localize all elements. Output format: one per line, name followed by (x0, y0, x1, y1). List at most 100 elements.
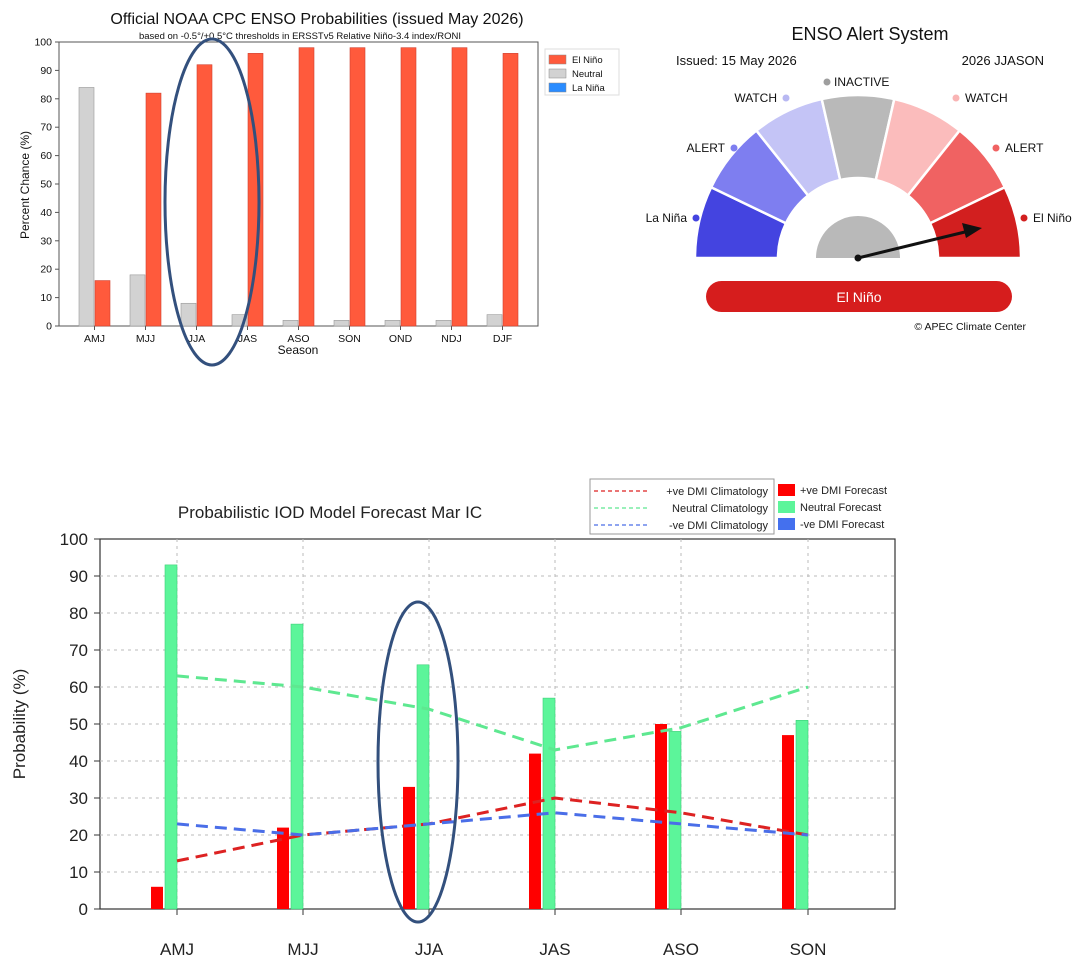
y-tick-label: 40 (40, 207, 52, 219)
legend-label: Neutral Forecast (800, 502, 881, 514)
bar-neutral (416, 664, 430, 910)
iod-forecast-svg: Probabilistic IOD Model Forecast Mar IC … (10, 478, 896, 959)
x-tick-label: AMJ (84, 333, 105, 345)
bar-neutral (180, 302, 197, 327)
x-axis-label: Season (278, 343, 319, 357)
legend-swatch (778, 518, 795, 530)
bar-positive-dmi (151, 886, 163, 909)
bar-el-nino (145, 92, 162, 327)
bar-neutral (384, 320, 401, 327)
segment-label: ALERT (687, 141, 726, 155)
legend-label: El Niño (572, 55, 603, 66)
x-tick-label: ASO (663, 940, 699, 959)
issued-date: Issued: 15 May 2026 (676, 53, 797, 68)
segment-label: El Niño (1033, 211, 1072, 225)
chart-title: Probabilistic IOD Model Forecast Mar IC (178, 503, 482, 522)
segment-label: La Niña (646, 211, 688, 225)
x-tick-label: MJJ (136, 333, 155, 345)
y-tick-label: 20 (40, 264, 52, 276)
y-tick-label: 100 (34, 37, 52, 49)
legend-label: +ve DMI Climatology (666, 486, 768, 498)
y-axis-label: Percent Chance (%) (18, 131, 32, 239)
y-tick-label: 60 (40, 150, 52, 162)
credit-text: © APEC Climate Center (914, 321, 1026, 333)
enso-probability-svg: Official NOAA CPC ENSO Probabilities (is… (18, 11, 620, 367)
gauge-needle (857, 229, 970, 260)
y-tick-label: 10 (69, 863, 88, 882)
bar-positive-dmi (655, 724, 667, 909)
bar-positive-dmi (529, 753, 541, 909)
segment-dot (992, 144, 1000, 152)
bar-neutral (542, 697, 556, 910)
legend-swatch (778, 501, 795, 513)
x-tick-label: OND (389, 333, 413, 345)
segment-label: ALERT (1005, 141, 1044, 155)
bar-positive-dmi (782, 735, 794, 909)
y-tick-label: 50 (69, 715, 88, 734)
bar-el-nino (196, 64, 213, 327)
segment-dot (692, 214, 700, 222)
bar-el-nino (502, 53, 519, 327)
bar-neutral (333, 320, 350, 327)
bar-positive-dmi (277, 827, 289, 909)
legend-swatch (778, 484, 795, 496)
y-tick-label: 40 (69, 752, 88, 771)
legend-label: +ve DMI Forecast (800, 485, 887, 497)
forecast-season: 2026 JJASON (962, 53, 1044, 68)
y-tick-label: 90 (69, 567, 88, 586)
bar-neutral (231, 314, 248, 327)
x-tick-label: JAS (238, 333, 257, 345)
legend-label: -ve DMI Climatology (669, 520, 769, 532)
x-tick-label: JAS (539, 940, 570, 959)
bar-neutral (668, 731, 682, 910)
enso-alert-svg: ENSO Alert System Issued: 15 May 2026 20… (646, 24, 1072, 333)
climatology-legend-box (589, 478, 775, 535)
bar-el-nino (400, 47, 417, 327)
x-tick-label: MJJ (287, 940, 318, 959)
bar-el-nino (349, 47, 366, 327)
bar-neutral (78, 87, 95, 327)
enso-alert-gauge: ENSO Alert System Issued: 15 May 2026 20… (620, 0, 1084, 370)
y-tick-label: 50 (40, 179, 52, 191)
y-tick-label: 10 (40, 292, 52, 304)
chart-subtitle: based on -0.5°/+0.5°C thresholds in ERSS… (139, 31, 461, 42)
climatology-line (176, 811, 809, 837)
x-tick-label: AMJ (160, 940, 194, 959)
gauge-title: ENSO Alert System (791, 24, 948, 44)
segment-label: WATCH (965, 91, 1008, 105)
x-tick-label: NDJ (441, 333, 461, 345)
y-tick-label: 0 (79, 900, 88, 919)
segment-dot (782, 94, 790, 102)
gauge-needle-tip (962, 223, 982, 238)
x-tick-label: SON (338, 333, 361, 345)
bar-el-nino (94, 280, 111, 327)
segment-dot (823, 78, 831, 86)
bar-neutral (290, 623, 304, 910)
bar-el-nino (451, 47, 468, 327)
segment-label: WATCH (734, 91, 777, 105)
bar-neutral (435, 320, 452, 327)
y-tick-label: 90 (40, 65, 52, 77)
x-tick-label: DJF (493, 333, 512, 345)
x-tick-label: SON (790, 940, 827, 959)
gauge-segment (928, 185, 1023, 260)
bar-positive-dmi (403, 786, 415, 909)
y-tick-label: 0 (46, 321, 52, 333)
chart-title: Official NOAA CPC ENSO Probabilities (is… (110, 11, 523, 28)
bar-el-nino (298, 47, 315, 327)
plot-frame (99, 538, 896, 910)
y-tick-label: 60 (69, 678, 88, 697)
iod-forecast-chart: Probabilistic IOD Model Forecast Mar IC … (0, 470, 1084, 965)
segment-dot (1020, 214, 1028, 222)
y-tick-label: 30 (40, 235, 52, 247)
status-text: El Niño (836, 289, 881, 305)
legend-label: Neutral Climatology (672, 503, 768, 515)
bar-neutral (282, 320, 299, 327)
legend-label: -ve DMI Forecast (800, 519, 884, 531)
legend-swatch (548, 82, 567, 93)
y-tick-label: 30 (69, 789, 88, 808)
climatology-line (176, 796, 809, 863)
bar-neutral (129, 274, 146, 327)
y-axis-label: Probability (%) (10, 669, 29, 780)
legend-label: Neutral (572, 69, 603, 80)
